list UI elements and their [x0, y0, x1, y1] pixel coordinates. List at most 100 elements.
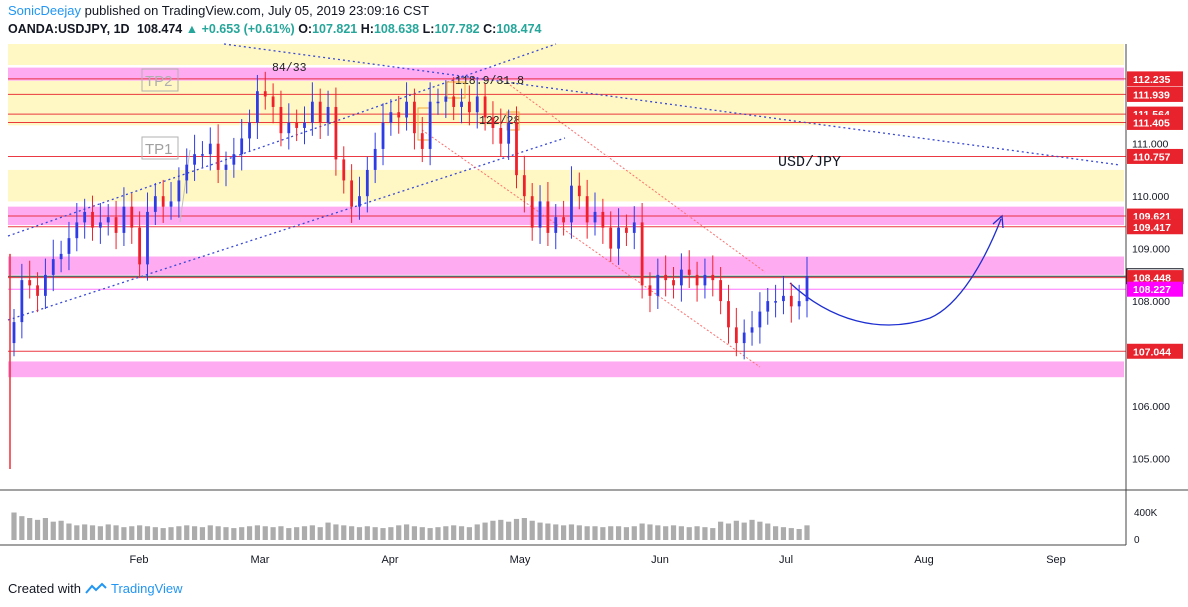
volume-bar	[615, 526, 622, 540]
volume-bar	[506, 521, 512, 540]
volume-bar	[199, 527, 206, 540]
candle	[797, 284, 801, 320]
candle-body	[208, 143, 212, 155]
candle-body	[640, 222, 644, 286]
candle	[562, 200, 566, 236]
volume-bar	[647, 524, 653, 540]
candle-body	[672, 280, 675, 286]
x-tick-label: Aug	[914, 554, 934, 566]
candle-body	[515, 122, 518, 176]
candle-body	[570, 185, 573, 223]
price-label-bg	[1127, 148, 1183, 164]
candle	[672, 267, 675, 299]
candle-body	[413, 101, 416, 134]
volume-bar	[144, 526, 151, 540]
candle-body	[83, 211, 87, 223]
candle-body	[428, 101, 432, 149]
price-label-text: 111.405	[1133, 117, 1170, 129]
price-change: +0.653 (+0.61%)	[201, 22, 295, 36]
candle	[216, 124, 220, 184]
candle-body	[130, 206, 134, 228]
publish-info: published on TradingView.com, July 05, 2…	[84, 3, 430, 18]
candle	[460, 88, 463, 124]
candle-body	[240, 138, 244, 155]
candle	[83, 198, 87, 239]
low-label: L:	[422, 22, 435, 36]
volume-bar	[403, 524, 410, 540]
candle	[538, 185, 542, 244]
price-label-8: 108.448	[1127, 270, 1183, 286]
candle-body	[114, 217, 118, 233]
fib-box-2	[446, 81, 466, 99]
candle	[577, 172, 581, 210]
candle-body	[656, 274, 660, 296]
volume-bar	[50, 521, 56, 540]
candle	[326, 90, 330, 136]
candle	[295, 109, 299, 142]
candle	[507, 109, 511, 160]
candle-body	[758, 311, 762, 328]
volume-bar	[176, 526, 182, 540]
candle	[617, 208, 620, 265]
volume-bar	[482, 522, 488, 540]
candle	[318, 88, 322, 139]
candle	[44, 258, 47, 309]
candle	[719, 267, 723, 315]
candle	[373, 132, 377, 184]
candle-body	[467, 101, 471, 113]
price-label-bg	[1127, 343, 1183, 359]
volume-bar	[553, 524, 559, 540]
up-arrow-icon: ▲	[185, 22, 199, 36]
candle-body	[169, 201, 173, 207]
candle-body	[255, 91, 259, 123]
fib-label-1: 84/33	[272, 62, 307, 75]
volume-bar	[780, 527, 787, 540]
volume-bar	[474, 524, 480, 540]
volume-bar	[451, 525, 457, 540]
symbol-label[interactable]: OANDA:USDJPY, 1D	[8, 22, 130, 36]
price-chart[interactable]: TP2 TP1 84/33 118.9/31.8 122/28 USD/JPY …	[0, 0, 1188, 580]
volume-bar	[27, 518, 33, 540]
candle-body	[609, 227, 613, 249]
candle	[483, 83, 487, 131]
volume-bar	[411, 526, 418, 540]
candle-body	[279, 106, 283, 134]
last-price: 108.474	[137, 22, 183, 36]
y-tick-label: 105.000	[1132, 454, 1170, 466]
volume-bar	[301, 526, 308, 540]
author-link[interactable]: SonicDeejay	[8, 3, 81, 18]
high-label: H:	[360, 22, 374, 36]
x-tick-label: Feb	[130, 554, 149, 566]
publish-header: SonicDeejay published on TradingView.com…	[8, 3, 429, 18]
candle-body	[365, 169, 369, 197]
volume-bar	[670, 525, 677, 540]
volume-bar	[655, 525, 661, 540]
price-label-bg	[1127, 281, 1183, 297]
candle-body	[562, 217, 566, 223]
volume-bar	[356, 527, 363, 540]
candle	[546, 181, 550, 247]
candle	[185, 148, 189, 194]
volume-bar	[678, 526, 684, 540]
volume-bar	[427, 528, 433, 540]
candle-body	[138, 227, 142, 265]
high-value: 108.638	[373, 22, 420, 36]
volume-bar	[718, 521, 724, 540]
candle-body	[216, 143, 220, 170]
tp1-box	[141, 136, 179, 160]
volume-bar	[796, 529, 802, 540]
candle-body	[381, 122, 385, 149]
candle	[789, 282, 793, 323]
candle	[122, 187, 126, 247]
candle	[138, 211, 142, 278]
candle	[106, 204, 110, 236]
drawings-layer: TP2 TP1 84/33 118.9/31.8 122/28 USD/JPY	[7, 43, 1121, 368]
price-label-bg	[1127, 114, 1183, 130]
candle	[279, 90, 283, 147]
candle	[711, 255, 715, 297]
candle-body	[664, 274, 668, 281]
tradingview-brand-link[interactable]: TradingView	[110, 581, 183, 596]
candle-body	[20, 280, 24, 323]
fib-box-3	[506, 111, 520, 131]
candle	[91, 195, 94, 241]
